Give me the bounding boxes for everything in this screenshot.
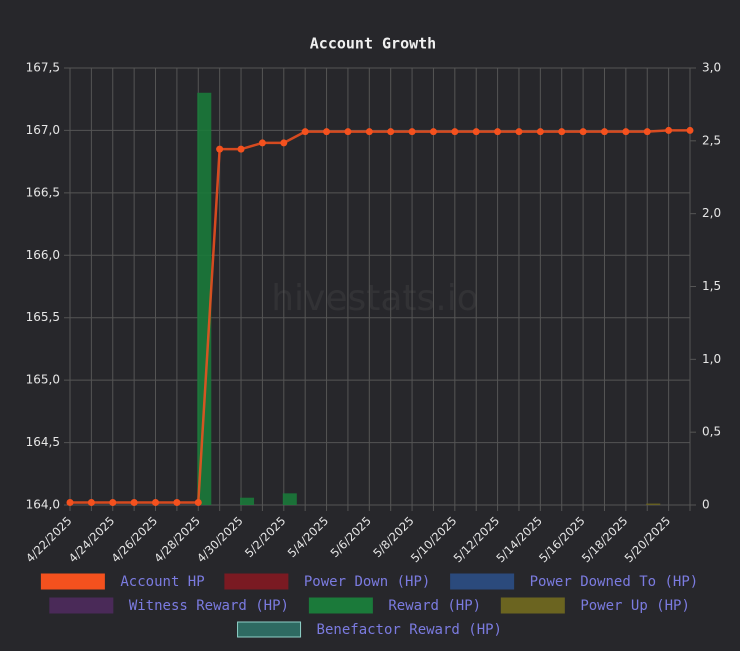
point	[600, 128, 608, 136]
point	[622, 128, 630, 136]
point	[152, 499, 160, 507]
legend-label: Witness Reward (HP)	[129, 598, 289, 614]
y-tick-label: 164,5	[26, 435, 60, 449]
y-tick-label: 164,0	[26, 498, 60, 512]
y2-tick-label: 3,0	[702, 61, 721, 75]
legend-swatch	[237, 621, 302, 638]
bar	[646, 503, 661, 505]
point	[494, 128, 502, 136]
legend-label: Benefactor Reward (HP)	[317, 622, 502, 638]
point	[130, 499, 138, 507]
legend-swatch	[40, 573, 105, 590]
point	[87, 499, 95, 507]
point	[387, 128, 395, 136]
point	[472, 128, 480, 136]
y-tick-label: 165,0	[26, 373, 60, 387]
point	[558, 128, 566, 136]
point	[344, 128, 352, 136]
y-tick-label: 166,0	[26, 248, 60, 262]
legend-swatch	[49, 597, 114, 614]
point	[66, 499, 74, 507]
point	[408, 128, 416, 136]
point	[194, 499, 202, 507]
point	[579, 128, 587, 136]
y2-tick-label: 1,5	[702, 279, 721, 293]
watermark: hivestats.io	[271, 278, 479, 319]
y2-tick-label: 2,0	[702, 206, 721, 220]
y-tick-label: 167,0	[26, 123, 60, 137]
legend-label: Account HP	[120, 574, 204, 590]
point	[451, 128, 459, 136]
point	[515, 128, 523, 136]
y2-tick-label: 0,5	[702, 425, 721, 439]
point	[258, 139, 266, 147]
y-tick-label: 167,5	[26, 61, 60, 75]
chart-title: Account Growth	[310, 35, 436, 53]
point	[216, 145, 224, 153]
point	[109, 499, 117, 507]
legend-swatch	[450, 573, 515, 590]
point	[280, 139, 288, 147]
legend-swatch	[224, 573, 289, 590]
point	[536, 128, 544, 136]
point	[365, 128, 373, 136]
y-tick-label: 166,5	[26, 185, 60, 199]
legend-swatch	[308, 597, 373, 614]
legend-label: Power Down (HP)	[304, 574, 430, 590]
bar	[282, 493, 297, 505]
bar	[197, 92, 212, 505]
legend-swatch	[500, 597, 565, 614]
y2-tick-label: 2,5	[702, 133, 721, 147]
point	[173, 499, 181, 507]
point	[643, 128, 651, 136]
y2-tick-label: 1,0	[702, 352, 721, 366]
point	[686, 126, 694, 134]
bar	[240, 497, 255, 505]
legend-label: Power Up (HP)	[580, 598, 690, 614]
y2-tick-label: 0	[702, 498, 710, 512]
legend-label: Power Downed To (HP)	[530, 574, 699, 590]
point	[323, 128, 331, 136]
point	[429, 128, 437, 136]
legend-label: Reward (HP)	[388, 598, 481, 614]
line	[70, 129, 690, 504]
y-tick-label: 165,5	[26, 310, 60, 324]
point	[301, 128, 309, 136]
point	[665, 126, 673, 134]
point	[237, 145, 245, 153]
